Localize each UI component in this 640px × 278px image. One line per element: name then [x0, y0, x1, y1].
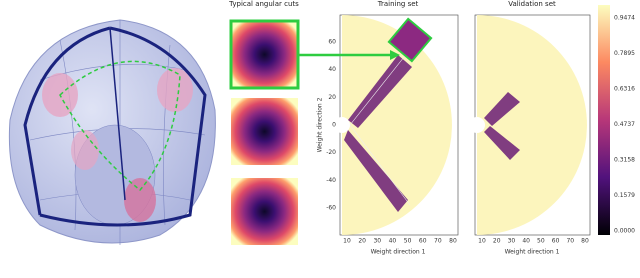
y-tick-label: -40: [326, 177, 336, 184]
y-tick-label: 40: [328, 66, 336, 73]
y-tick-label: 60: [328, 39, 336, 46]
x-tick-label: 20: [493, 238, 501, 245]
validation-plot: [469, 14, 591, 236]
x-tick-label: 30: [508, 238, 516, 245]
y-axis-label: Weight direction 2: [317, 97, 324, 152]
heatmap-cut: [231, 21, 298, 88]
sphere-illustration: [8, 19, 216, 245]
colorbar-tick-label: 0.1579: [614, 192, 635, 199]
x-tick-label: 30: [373, 238, 381, 245]
x-tick-label: 40: [389, 238, 397, 245]
x-tick-label: 10: [478, 238, 486, 245]
colorbar-tick-label: 0.0000: [614, 228, 635, 235]
colorbar-tick-label: 0.3158: [614, 157, 635, 164]
x-tick-label: 10: [343, 238, 351, 245]
y-tick-label: -20: [326, 149, 336, 156]
heatmap-cut: [231, 178, 298, 245]
x-tick-label: 60: [552, 238, 560, 245]
x-tick-label: 50: [537, 238, 545, 245]
y-tick-label: 20: [328, 94, 336, 101]
x-tick-label: 20: [358, 238, 366, 245]
colorbar-tick-label: 0.9474: [614, 15, 635, 22]
colorbar: [598, 5, 610, 235]
x-tick-label: 40: [522, 238, 530, 245]
x-tick-label: 80: [581, 238, 589, 245]
x-axis-label: Weight direction 1: [371, 249, 426, 256]
x-tick-label: 50: [404, 238, 412, 245]
x-tick-label: 70: [566, 238, 574, 245]
x-tick-label: 80: [449, 238, 457, 245]
x-tick-label: 60: [419, 238, 427, 245]
colorbar-tick-label: 0.6316: [614, 86, 635, 93]
x-tick-label: 70: [434, 238, 442, 245]
validation-title: Validation set: [508, 0, 556, 8]
colorbar-tick-label: 0.4737: [614, 121, 635, 128]
y-tick-label: 0: [332, 122, 336, 129]
heatmap-cut: [231, 98, 298, 165]
colorbar-tick-label: 0.7895: [614, 50, 635, 57]
y-tick-label: -60: [326, 205, 336, 212]
training-title: Training set: [377, 0, 419, 8]
cuts-title: Typical angular cuts: [228, 0, 299, 8]
x-axis-label: Weight direction 1: [505, 249, 560, 256]
training-plot: [298, 14, 459, 236]
